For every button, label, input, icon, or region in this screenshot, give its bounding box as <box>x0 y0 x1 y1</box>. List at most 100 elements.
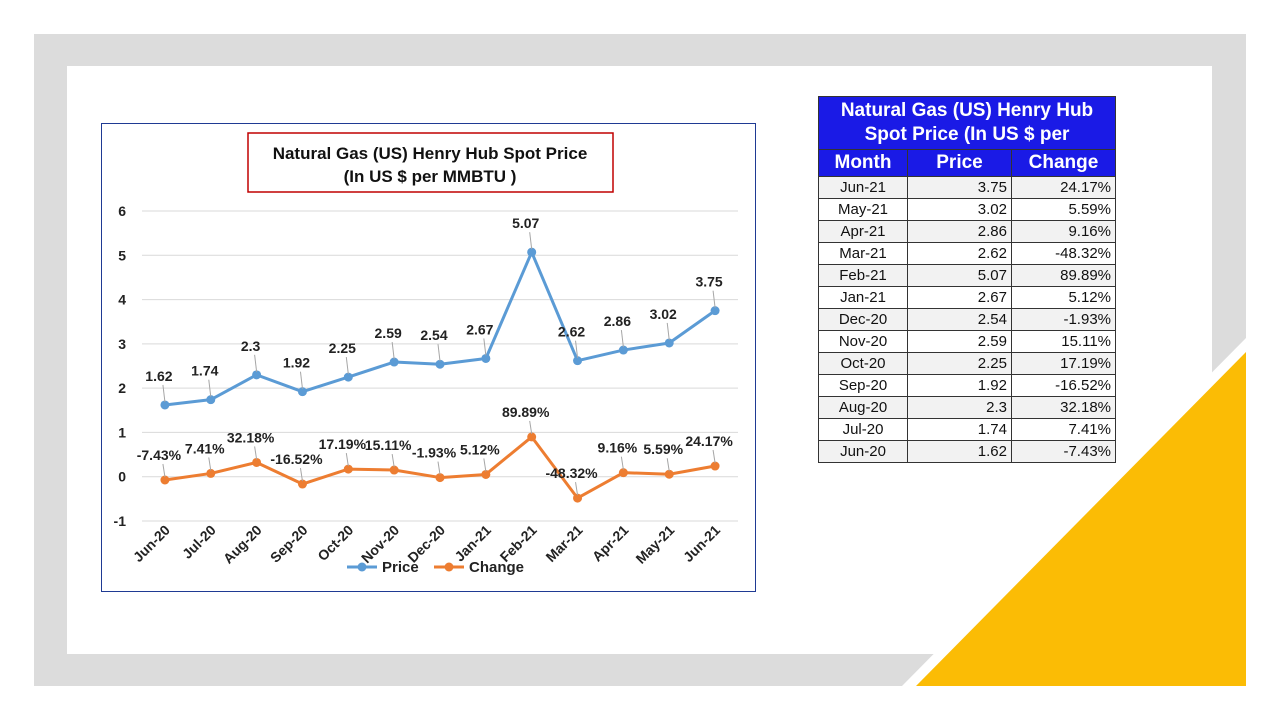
table-row: Dec-20 2.54 -1.93% <box>818 308 1116 331</box>
leader-line <box>712 449 716 464</box>
cell-change: -7.43% <box>1011 440 1116 463</box>
x-tick-label: Jun-20 <box>130 522 173 565</box>
data-point-price <box>435 359 445 369</box>
y-tick-label: 3 <box>118 336 126 352</box>
table-title: Natural Gas (US) Henry Hub Spot Price (I… <box>818 96 1116 150</box>
data-label-change: 24.17% <box>685 433 733 449</box>
leader-line <box>254 446 258 460</box>
cell-month: Sep-20 <box>818 374 908 397</box>
data-point-price <box>297 387 307 397</box>
data-label-change: 89.89% <box>502 404 550 420</box>
data-point-change <box>527 432 537 442</box>
leader-line <box>391 453 395 468</box>
data-point-change <box>435 473 445 483</box>
data-point-change <box>618 468 628 478</box>
data-label-price: 3.02 <box>650 306 677 322</box>
data-label-price: 2.54 <box>420 327 447 343</box>
cell-month: Feb-21 <box>818 264 908 287</box>
table-row: Jan-21 2.67 5.12% <box>818 286 1116 309</box>
x-tick-label: Mar-21 <box>542 522 585 565</box>
line-chart: Natural Gas (US) Henry Hub Spot Price (I… <box>114 132 738 576</box>
leader-line <box>620 456 624 470</box>
leader-line <box>666 322 670 341</box>
data-point-price <box>710 306 720 316</box>
cell-price: 2.54 <box>907 308 1012 331</box>
chart-panel: Natural Gas (US) Henry Hub Spot Price (I… <box>101 123 756 592</box>
data-point-price <box>343 372 353 382</box>
leader-line <box>299 467 303 482</box>
data-point-price <box>573 356 583 366</box>
leader-line <box>162 384 166 403</box>
data-point-price <box>618 345 628 355</box>
leader-line <box>208 457 212 471</box>
data-label-price: 2.67 <box>466 321 493 337</box>
data-point-price <box>527 247 537 257</box>
data-label-change: -1.93% <box>412 445 457 461</box>
data-label-price: 2.3 <box>241 338 261 354</box>
cell-change: -48.32% <box>1011 242 1116 265</box>
data-point-price <box>252 370 262 380</box>
cell-change: 7.41% <box>1011 418 1116 441</box>
y-tick-label: 4 <box>118 292 126 308</box>
x-axis-ticks: Jun-20 Jul-20 Aug-20 Sep-20 Oct-20 Nov-20 Dec-… <box>130 522 724 567</box>
data-label-change: 5.59% <box>643 441 683 457</box>
cell-price: 5.07 <box>907 264 1012 287</box>
data-point-change <box>573 493 583 503</box>
cell-month: Dec-20 <box>818 308 908 331</box>
cell-price: 2.3 <box>907 396 1012 419</box>
cell-month: Oct-20 <box>818 352 908 375</box>
table-row: Oct-20 2.25 17.19% <box>818 352 1116 375</box>
cell-month: Aug-20 <box>818 396 908 419</box>
leader-line <box>437 461 441 475</box>
cell-change: -16.52% <box>1011 374 1116 397</box>
data-label-change: -16.52% <box>270 451 323 467</box>
table-row: Jul-20 1.74 7.41% <box>818 418 1116 441</box>
data-point-change <box>481 469 491 479</box>
data-label-price: 1.74 <box>191 363 218 379</box>
data-point-change <box>343 464 353 474</box>
leader-line <box>299 371 303 389</box>
x-tick-label: May-21 <box>632 522 677 567</box>
data-label-change: 7.41% <box>185 440 225 456</box>
y-tick-label: 1 <box>118 424 126 440</box>
leader-line <box>162 463 166 478</box>
gridlines <box>142 210 738 522</box>
cell-price: 1.62 <box>907 440 1012 463</box>
table-row: Nov-20 2.59 15.11% <box>818 330 1116 353</box>
chart-title-line2: (In US $ per MMBTU ) <box>344 167 517 186</box>
legend-marker <box>357 562 367 572</box>
table-row: May-21 3.02 5.59% <box>818 198 1116 221</box>
data-label-price: 2.25 <box>329 340 356 356</box>
data-label-change: 5.12% <box>460 441 500 457</box>
data-label-price: 5.07 <box>512 215 539 231</box>
legend: Price Change <box>347 559 524 576</box>
table-row: Apr-21 2.86 9.16% <box>818 220 1116 243</box>
leader-line <box>254 354 258 372</box>
data-point-change <box>710 461 720 471</box>
table-row: Sep-20 1.92 -16.52% <box>818 374 1116 397</box>
data-point-price <box>481 353 491 363</box>
leader-line <box>529 420 533 434</box>
data-point-change <box>206 468 216 478</box>
cell-month: Nov-20 <box>818 330 908 353</box>
table-body: Jun-21 3.75 24.17% May-21 3.02 5.59% Apr-21 2.8… <box>818 176 1116 463</box>
leader-line <box>345 357 349 375</box>
data-label-change: 9.16% <box>598 440 638 456</box>
data-label-price: 2.59 <box>375 325 402 341</box>
y-tick-label: 0 <box>118 469 126 485</box>
cell-change: 5.59% <box>1011 198 1116 221</box>
legend-label-price: Price <box>382 559 419 576</box>
leader-line <box>712 290 716 308</box>
data-label-price: 2.86 <box>604 313 631 329</box>
cell-price: 3.75 <box>907 176 1012 199</box>
leader-line <box>208 379 212 397</box>
x-tick-label: Jun-21 <box>680 522 723 565</box>
cell-price: 1.74 <box>907 418 1012 441</box>
table-row: Jun-20 1.62 -7.43% <box>818 440 1116 463</box>
leader-line <box>575 482 579 496</box>
y-axis-ticks: -1 0 1 2 3 4 5 6 <box>114 203 127 529</box>
data-label-price: 2.62 <box>558 324 585 340</box>
data-point-price <box>664 338 674 348</box>
data-label-change: 15.11% <box>365 437 412 453</box>
data-point-price <box>160 400 170 410</box>
